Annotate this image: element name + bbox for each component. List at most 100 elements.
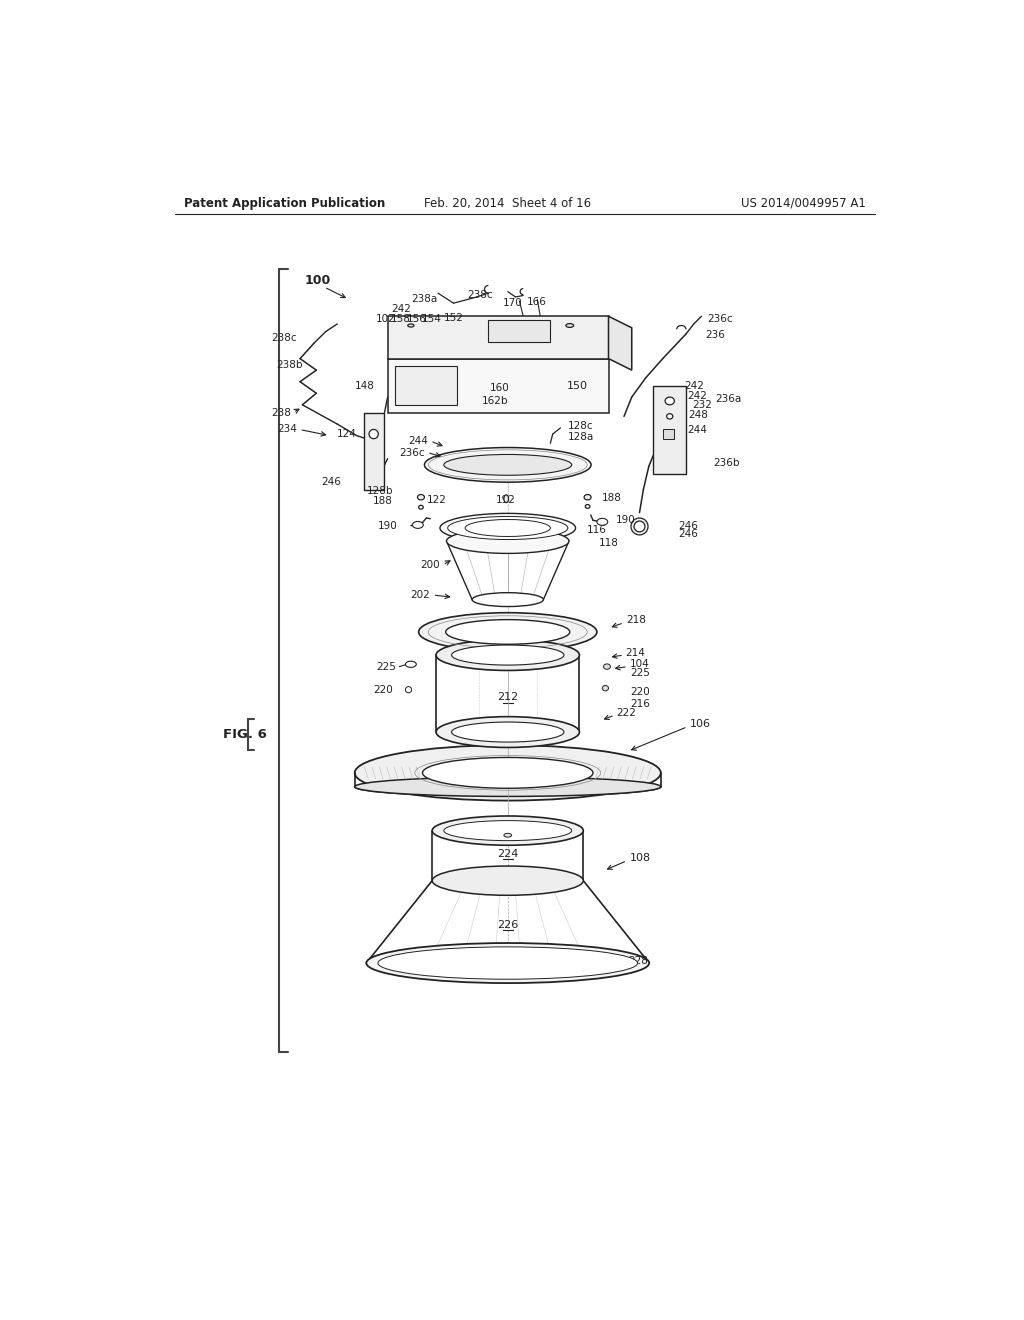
Ellipse shape — [443, 821, 571, 841]
Ellipse shape — [367, 942, 649, 983]
Ellipse shape — [419, 506, 423, 510]
Text: 158: 158 — [391, 314, 411, 323]
Ellipse shape — [413, 521, 423, 528]
Ellipse shape — [406, 686, 412, 693]
Ellipse shape — [452, 645, 564, 665]
Polygon shape — [608, 317, 632, 370]
Text: 242: 242 — [684, 380, 705, 391]
Text: 238c: 238c — [467, 290, 493, 301]
Bar — [663, 429, 675, 440]
Text: 148: 148 — [354, 380, 375, 391]
Ellipse shape — [597, 519, 607, 525]
Text: 164: 164 — [509, 326, 529, 335]
Text: 166: 166 — [527, 297, 547, 306]
Text: 128c: 128c — [567, 421, 593, 432]
Text: 220: 220 — [630, 686, 650, 697]
Text: 192: 192 — [497, 495, 516, 504]
Text: 202: 202 — [411, 590, 430, 601]
Text: 102: 102 — [376, 314, 396, 323]
Text: 236b: 236b — [713, 458, 739, 467]
Text: 154: 154 — [422, 314, 441, 323]
Ellipse shape — [586, 504, 590, 508]
Ellipse shape — [452, 722, 564, 742]
Bar — [395, 367, 458, 405]
Text: 116: 116 — [587, 525, 606, 536]
Text: 106: 106 — [690, 719, 711, 730]
Ellipse shape — [423, 758, 593, 788]
Text: 128b: 128b — [367, 486, 393, 496]
Text: 246: 246 — [678, 529, 698, 539]
Ellipse shape — [443, 454, 571, 475]
Text: 225: 225 — [376, 661, 396, 672]
Text: 246: 246 — [322, 477, 341, 487]
Text: 244: 244 — [408, 436, 428, 446]
Text: 100: 100 — [305, 273, 331, 286]
Ellipse shape — [432, 816, 584, 845]
Text: 212: 212 — [497, 693, 518, 702]
Text: 156: 156 — [407, 314, 426, 323]
Ellipse shape — [465, 520, 550, 536]
Text: 178: 178 — [416, 380, 437, 391]
Text: 124: 124 — [337, 429, 356, 440]
Ellipse shape — [354, 744, 660, 800]
Text: 234: 234 — [278, 425, 297, 434]
Text: 160: 160 — [490, 383, 510, 393]
Text: 228: 228 — [628, 956, 648, 966]
Text: 238a: 238a — [412, 293, 438, 304]
Text: Feb. 20, 2014  Sheet 4 of 16: Feb. 20, 2014 Sheet 4 of 16 — [424, 197, 591, 210]
Ellipse shape — [419, 612, 597, 651]
Text: 190: 190 — [616, 515, 636, 525]
Text: 118: 118 — [598, 537, 618, 548]
Text: 188: 188 — [602, 492, 623, 503]
Ellipse shape — [445, 619, 569, 644]
Text: 225: 225 — [630, 668, 650, 677]
Text: 214: 214 — [626, 648, 645, 657]
Ellipse shape — [436, 640, 580, 671]
Ellipse shape — [440, 513, 575, 543]
Text: US 2014/0049957 A1: US 2014/0049957 A1 — [741, 197, 866, 210]
Text: 222: 222 — [616, 708, 636, 718]
Ellipse shape — [504, 495, 509, 503]
Text: 242: 242 — [391, 304, 411, 314]
Text: 232: 232 — [692, 400, 712, 409]
Text: 248: 248 — [688, 409, 709, 420]
Ellipse shape — [378, 946, 638, 979]
Text: 236: 236 — [706, 330, 725, 341]
Text: 216: 216 — [630, 698, 650, 709]
Text: 162b: 162b — [481, 396, 508, 407]
Ellipse shape — [665, 397, 675, 405]
Text: 104: 104 — [630, 659, 650, 669]
Text: 200: 200 — [421, 560, 440, 570]
Text: 244: 244 — [687, 425, 708, 436]
Ellipse shape — [418, 495, 424, 500]
Text: 238b: 238b — [275, 360, 302, 370]
Text: 226: 226 — [497, 920, 518, 929]
Ellipse shape — [584, 495, 591, 500]
Text: 120: 120 — [498, 630, 518, 639]
Text: 152: 152 — [443, 313, 464, 323]
Ellipse shape — [446, 529, 569, 553]
Text: FIG. 6: FIG. 6 — [223, 727, 267, 741]
Text: 188: 188 — [373, 496, 393, 506]
Ellipse shape — [369, 429, 378, 438]
Polygon shape — [388, 317, 608, 359]
Text: 108: 108 — [630, 853, 650, 862]
Bar — [388, 359, 608, 412]
Text: 128a: 128a — [567, 432, 594, 442]
Ellipse shape — [603, 664, 610, 669]
Bar — [365, 412, 384, 490]
Text: 242: 242 — [687, 391, 708, 400]
Ellipse shape — [424, 447, 591, 482]
Text: 190: 190 — [378, 520, 397, 531]
Bar — [488, 321, 550, 342]
Text: Patent Application Publication: Patent Application Publication — [183, 197, 385, 210]
Ellipse shape — [354, 777, 660, 796]
Text: 122: 122 — [427, 495, 446, 504]
Text: 238c: 238c — [271, 333, 297, 343]
Ellipse shape — [432, 866, 584, 895]
Text: 150: 150 — [567, 380, 588, 391]
Text: 170: 170 — [504, 298, 523, 308]
Ellipse shape — [667, 413, 673, 418]
Text: 246: 246 — [678, 520, 698, 531]
Ellipse shape — [436, 717, 580, 747]
